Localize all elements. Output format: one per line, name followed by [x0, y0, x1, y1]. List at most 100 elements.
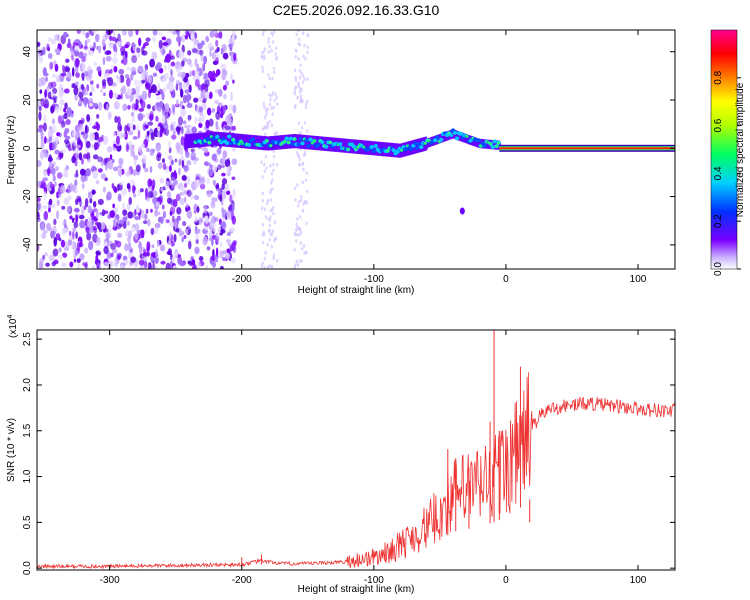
heatmap-noise-blob [178, 50, 184, 59]
signal-core [409, 146, 414, 151]
heatmap-noise-blob [295, 32, 298, 37]
heatmap-noise-blob [142, 43, 146, 49]
heatmap-noise-blob [209, 50, 212, 57]
heatmap-noise-blob [164, 64, 168, 71]
multiplier-exp: 4 [7, 315, 14, 319]
heatmap-noise-blob [175, 61, 180, 70]
heatmap-noise-blob [66, 205, 71, 214]
top-x-axis-label: Height of straight line (km) [298, 285, 415, 296]
heatmap-noise-blob [37, 42, 41, 47]
heatmap-noise-blob [47, 37, 52, 42]
heatmap-noise-blob [272, 168, 275, 173]
heatmap-noise-blob [96, 264, 100, 269]
bot-ytick-label: 1.5 [22, 423, 33, 437]
heatmap-noise-blob [43, 103, 49, 109]
heatmap-noise-blob [222, 52, 229, 60]
heatmap-noise-blob [66, 184, 71, 194]
heatmap-noise-blob [215, 232, 219, 238]
heatmap-noise-blob [85, 226, 90, 234]
heatmap-noise-blob [268, 119, 272, 124]
heatmap-noise-blob [304, 56, 307, 61]
heatmap-noise-blob [262, 104, 266, 109]
signal-peak [489, 142, 493, 146]
heatmap-noise-blob [303, 43, 306, 48]
heatmap-noise-blob [199, 176, 206, 185]
heatmap-noise-blob [47, 167, 50, 177]
heatmap-noise-blob [219, 194, 223, 202]
heatmap-noise-blob [145, 208, 149, 214]
heatmap-noise-blob [138, 145, 141, 153]
heatmap-noise-blob [142, 251, 148, 257]
heatmap-noise-blob [162, 210, 167, 219]
heatmap-noise-blob [208, 229, 213, 239]
heatmap-noise-blob [305, 221, 308, 226]
heatmap-noise-blob [183, 234, 187, 239]
heatmap-noise-blob [93, 41, 96, 50]
heatmap-noise-blob [50, 105, 55, 114]
heatmap-noise-blob [146, 251, 150, 257]
heatmap-noise-blob [159, 244, 166, 252]
heatmap-noise-blob [230, 91, 233, 99]
top-ytick-label: 20 [22, 94, 33, 106]
bottom-y-axis: 0.0 0.5 1.0 1.5 2.0 2.5 [22, 332, 675, 575]
heatmap-noise-blob [53, 259, 59, 265]
heatmap-noise-blob [187, 260, 192, 265]
heatmap-noise-blob [65, 140, 71, 149]
heatmap-noise-blob [261, 233, 264, 237]
signal-core [492, 139, 497, 144]
heatmap-noise-blob [93, 102, 99, 108]
heatmap-noise-blob [303, 77, 306, 81]
heatmap-noise-blob [161, 77, 168, 82]
heatmap-noise-blob [215, 53, 220, 58]
colorbar-tick-label: 0.6 [713, 118, 724, 132]
heatmap-noise-blob [174, 158, 178, 163]
heatmap-noise-blob [210, 202, 216, 209]
heatmap-noise-blob [206, 190, 213, 198]
heatmap-noise-blob [54, 136, 59, 145]
heatmap-noise-blob [112, 92, 119, 99]
heatmap-noise-blob [87, 191, 92, 199]
heatmap-noise-blob [61, 262, 67, 267]
heatmap-noise-blob [74, 94, 78, 101]
heatmap-noise-blob [171, 215, 175, 223]
heatmap-noise-blob [43, 190, 47, 201]
heatmap-noise-blob [74, 188, 78, 194]
heatmap-noise-blob [266, 122, 270, 126]
heatmap-noise-blob [261, 65, 264, 70]
heatmap-noise-blob [272, 256, 275, 260]
heatmap-noise-blob [170, 234, 174, 244]
heatmap-noise-blob [192, 75, 197, 81]
heatmap-noise-blob [126, 168, 131, 178]
top-x-axis: -300 -200 -100 0 100 [100, 30, 647, 285]
heatmap-noise-blob [103, 158, 107, 166]
heatmap-noise-blob [135, 98, 139, 106]
heatmap-noise-blob [304, 102, 308, 106]
bottom-x-axis-label: Height of straight line (km) [298, 584, 415, 595]
heatmap-noise-blob [221, 172, 226, 177]
heatmap-noise-blob [218, 89, 223, 97]
heatmap-noise-blob [266, 107, 270, 111]
heatmap-noise-blob [149, 166, 153, 174]
heatmap-noise-blob [57, 192, 62, 198]
signal-core [395, 149, 400, 154]
signal-core [226, 134, 232, 139]
heatmap-noise-blob [49, 61, 54, 70]
heatmap-noise-blob [71, 241, 74, 249]
heatmap-noise-blob [152, 30, 158, 36]
heatmap-noise-blob [179, 197, 185, 206]
heatmap-noise-blob [260, 160, 263, 164]
heatmap-noise-blob [170, 176, 176, 182]
heatmap-noise-blob [155, 257, 159, 263]
heatmap-noise-blob [212, 227, 217, 232]
heatmap-noise-blob [263, 169, 267, 174]
heatmap-noise-blob [145, 37, 151, 42]
heatmap-noise-blob [40, 139, 45, 149]
heatmap-noise-blob [208, 237, 212, 242]
heatmap-noise-blob [115, 240, 122, 248]
heatmap-noise-blob [272, 154, 276, 159]
heatmap-noise-blob [222, 121, 227, 129]
heatmap-noise-blob [132, 136, 138, 140]
heatmap-noise-blob [92, 125, 97, 130]
heatmap-noise-blob [91, 189, 96, 195]
heatmap-noise-blob [126, 66, 132, 71]
